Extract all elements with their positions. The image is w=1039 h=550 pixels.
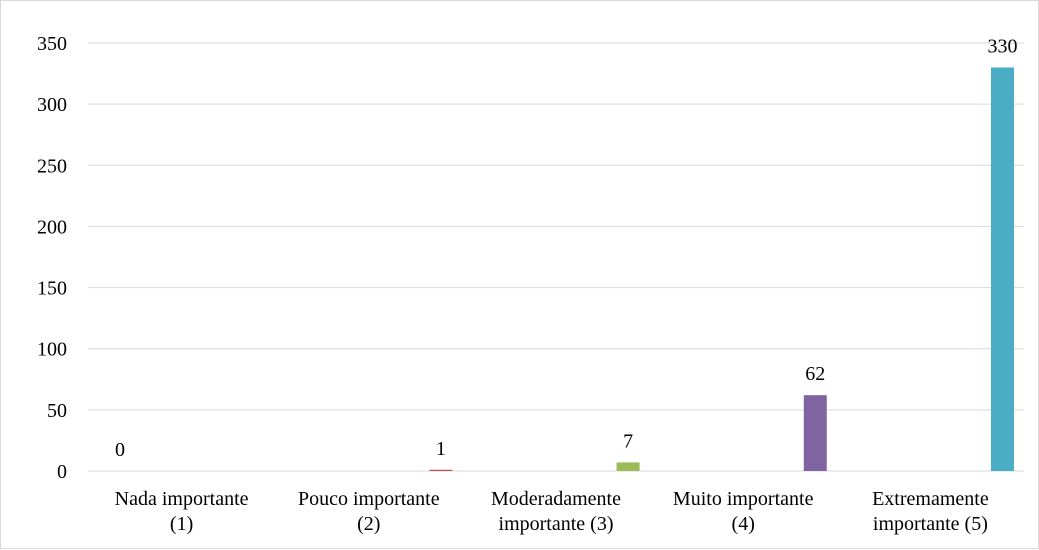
data-label-2: 1 (436, 438, 446, 460)
category-label-1: Nada importante (1) (115, 488, 249, 535)
category-label-5: Extremamente importante (5) (872, 488, 989, 535)
bars (429, 67, 1014, 471)
data-label-1: 0 (115, 439, 125, 461)
category-label-line: (4) (732, 513, 755, 535)
gridlines (88, 42, 1024, 472)
category-label-line: Muito importante (673, 488, 814, 510)
data-labels: 0 1 7 62 330 (115, 35, 1017, 461)
data-label-3: 7 (623, 430, 633, 452)
y-tick-label: 50 (47, 400, 67, 422)
y-tick-label: 0 (57, 461, 67, 483)
y-tick-label: 200 (37, 216, 67, 238)
bar-2 (429, 469, 453, 471)
y-tick-label: 350 (37, 33, 67, 55)
bar-3 (616, 462, 640, 471)
category-label-line: (2) (357, 513, 380, 535)
category-label-3: Moderadamente importante (3) (491, 488, 621, 535)
bar-5 (990, 67, 1014, 471)
category-label-line: Moderadamente (491, 488, 621, 510)
category-label-line: (1) (170, 513, 193, 535)
category-label-line: importante (3) (499, 513, 614, 535)
y-tick-label: 150 (37, 278, 67, 300)
y-axis-ticks: 0 50 100 150 200 250 300 350 (37, 33, 67, 483)
x-axis-categories: Nada importante (1) Pouco importante (2) Mod… (115, 488, 989, 535)
y-tick-label: 300 (37, 94, 67, 116)
category-label-line: Extremamente (872, 488, 989, 510)
category-label-2: Pouco importante (2) (298, 488, 440, 535)
y-tick-label: 250 (37, 155, 67, 177)
category-label-4: Muito importante (4) (673, 488, 814, 535)
category-label-line: Nada importante (115, 488, 249, 510)
data-label-4: 62 (805, 363, 825, 385)
bar-4 (803, 395, 827, 471)
category-label-line: importante (5) (873, 513, 988, 535)
category-label-line: Pouco importante (298, 488, 440, 510)
data-label-5: 330 (987, 35, 1017, 57)
y-tick-label: 100 (37, 339, 67, 361)
